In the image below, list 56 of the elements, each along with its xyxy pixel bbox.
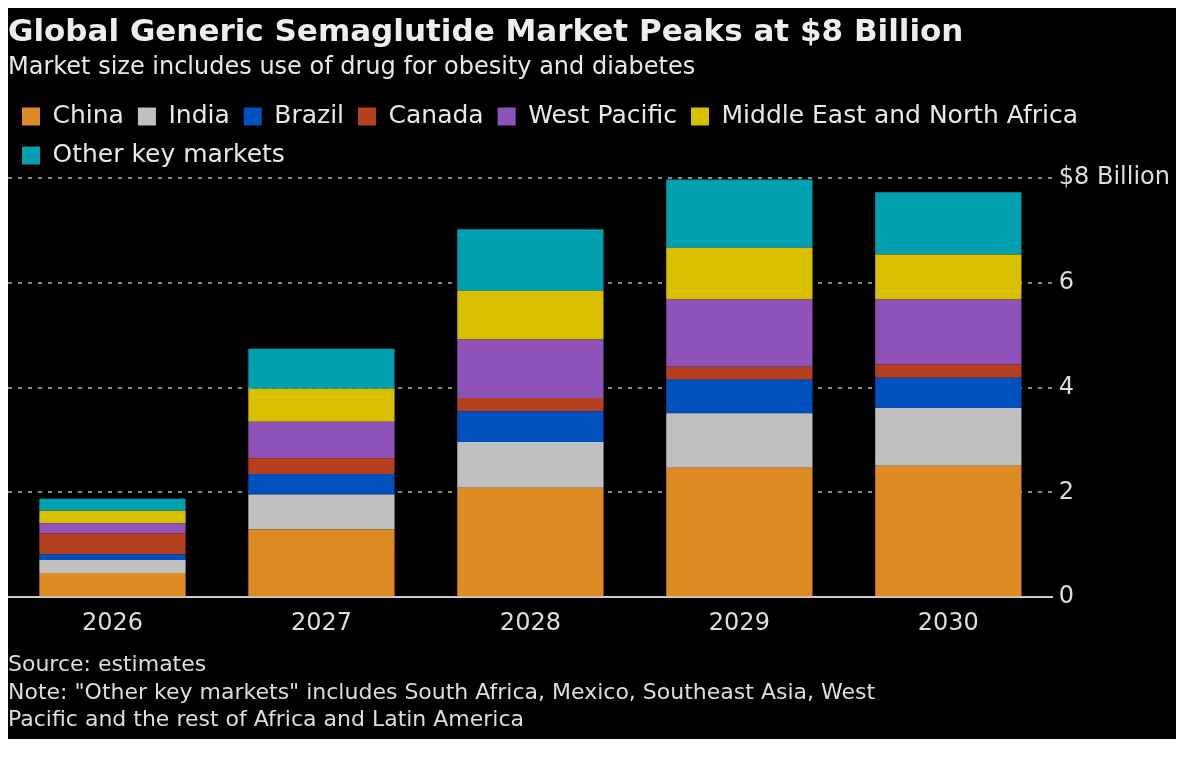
y-tick-label: 4 (1058, 371, 1075, 400)
bar (875, 465, 1022, 597)
y-tick-label: $8 Billion (1058, 162, 1170, 191)
x-tick-label: 2030 (917, 607, 979, 636)
bar (666, 247, 813, 300)
bar (39, 554, 186, 560)
bar (875, 254, 1022, 300)
bar (666, 379, 813, 414)
legend-label: China (52, 100, 124, 129)
chart-title: Global Generic Semaglutide Market Peaks at $8 Billion (8, 11, 965, 48)
text: Note: "Other key markets" includes South Africa, Mexico, Southeast Asia, West Pacific and the rest of Africa and Latin America (8, 677, 877, 733)
bar (248, 474, 395, 495)
bar (457, 487, 604, 597)
x-tick-label: 2029 (708, 607, 770, 636)
bar (457, 339, 604, 399)
legend-label: Brazil (274, 100, 345, 129)
bar (248, 421, 395, 459)
y-tick-label: 2 (1058, 476, 1075, 505)
bar (248, 458, 395, 475)
bar (248, 348, 395, 389)
bar (875, 408, 1022, 466)
legend-label: Canada (388, 100, 484, 129)
x-tick-label: 2026 (81, 607, 144, 636)
bar (39, 573, 186, 597)
bar (875, 299, 1022, 365)
bar (248, 529, 395, 597)
bar (248, 388, 395, 422)
bar (875, 364, 1022, 378)
bar (248, 494, 395, 530)
bar (39, 498, 186, 511)
bar (875, 377, 1022, 409)
chart-subtitle: Market size includes use of drug for obesity and diabetes (8, 52, 697, 80)
bar (666, 366, 813, 380)
x-tick-label: 2027 (290, 607, 352, 636)
legend-label: India (168, 100, 230, 129)
bar (457, 411, 604, 443)
bar (39, 560, 186, 574)
source-note: Source: estimates (8, 650, 208, 678)
bar (666, 299, 813, 367)
legend-label: Other key markets (52, 139, 285, 168)
y-tick-label: 0 (1058, 581, 1075, 610)
bar (875, 192, 1022, 255)
bar (457, 398, 604, 412)
bar (666, 413, 813, 468)
bar (457, 442, 604, 488)
bar (39, 533, 186, 555)
bar (666, 467, 813, 597)
bar (666, 179, 813, 248)
bar (457, 229, 604, 291)
x-tick-label: 2028 (499, 607, 561, 636)
bar (39, 523, 186, 534)
bar (39, 510, 186, 524)
legend-label: West Pacific (528, 100, 678, 129)
bar (457, 290, 604, 340)
legend-label: Middle East and North Africa (721, 100, 1079, 129)
y-tick-label: 6 (1058, 267, 1075, 296)
